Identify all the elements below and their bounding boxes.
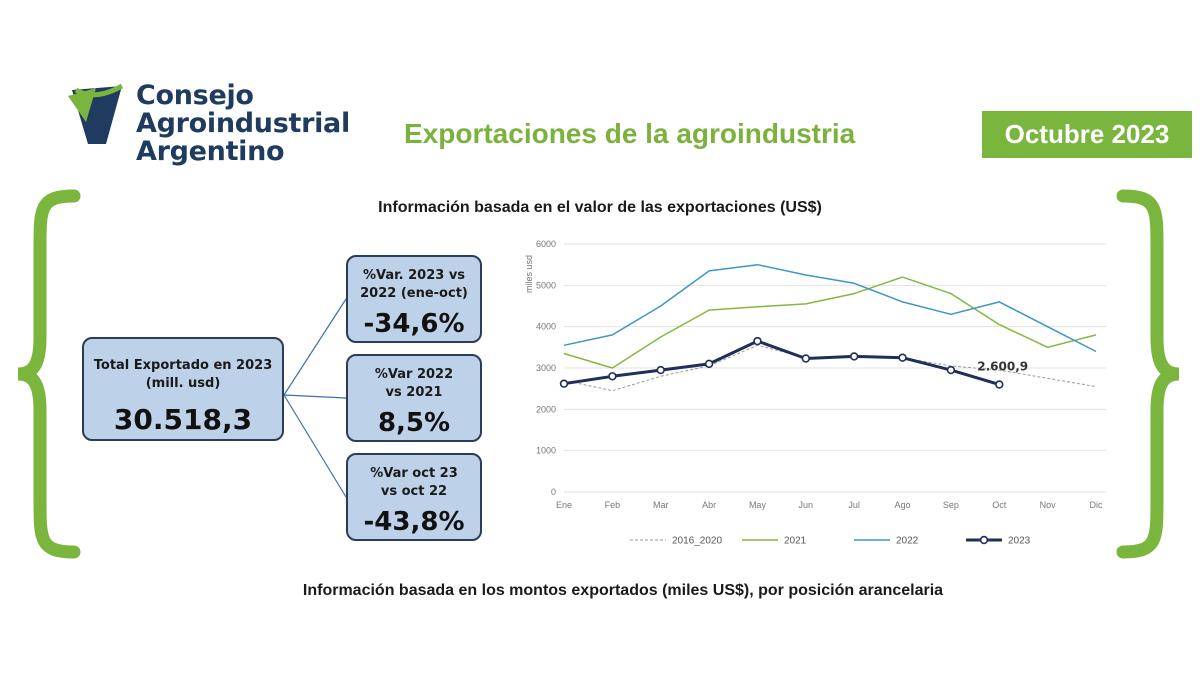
data-label-annotation: 2.600,9 [977,359,1028,373]
legend-label-2022: 2022 [896,536,919,547]
data-point-2023 [801,354,811,363]
legend-marker-2023 [979,535,989,545]
total-exported-box: Total Exportado en 2023 (mill. usd) 30.5… [82,337,284,441]
y-axis-label: miles usd [524,255,534,293]
logo-line-3: Argentino [136,136,285,167]
data-point-2023 [704,359,714,369]
total-exported-value: 30.518,3 [113,403,253,436]
date-badge: Octubre 2023 [982,111,1192,158]
x-tick-label: Sep [943,500,959,510]
chart-x-ticks: Ene Feb Mar Abr May Jun Jul Ago Sep Oct Nov Dic [556,500,1103,510]
y-tick-label: 1000 [536,446,556,456]
data-point-2023 [559,379,569,388]
data-point-2023 [656,365,665,375]
legend-label-2023: 2023 [1008,536,1031,547]
x-tick-label: Nov [1040,500,1057,510]
logo: Consejo Agroindustrial Argentino [66,80,356,170]
data-point-2023 [753,336,762,346]
series-line-2023 [563,339,1000,386]
x-tick-label: Ene [556,500,572,510]
total-exported-label: Total Exportado en 2023 (mill. usd) [93,358,273,391]
y-tick-label: 4000 [536,322,556,332]
left-brace-icon [17,189,81,559]
var-oct23-vs-oct22-value: -43,8% [363,507,465,537]
var-2022-vs-2021-label: %Var 2022 vs 2021 [374,367,454,400]
subtitle-top: Información basada en el valor de las ex… [378,199,822,216]
data-point-2023 [849,352,859,361]
y-tick-label: 6000 [536,239,556,249]
series-line-2022 [563,263,1097,353]
logo-text: Consejo Agroindustrial Argentino [136,82,350,166]
data-point-2023 [946,365,956,375]
y-tick-label: 0 [551,487,556,497]
chart-legend: 2016_2020 2021 2022 2023 [630,536,1031,547]
y-tick-label: 5000 [536,280,556,290]
right-brace-icon [1116,189,1180,559]
logo-line-1: Consejo [136,80,254,111]
x-tick-label: Oct [992,500,1007,510]
x-tick-label: May [749,500,767,510]
x-tick-label: Jun [799,500,814,510]
var-2022-vs-2021-box: %Var 2022 vs 2021 8,5% [346,354,482,442]
legend-label-2016_2020: 2016_2020 [672,536,722,547]
data-point-2023 [608,372,617,381]
logo-line-2: Agroindustrial [136,108,350,139]
subtitle-bottom: Información basada en los montos exporta… [302,582,944,599]
var-oct23-vs-oct22-box: %Var oct 23 vs oct 22 -43,8% [346,453,482,541]
x-tick-label: Feb [605,500,621,510]
x-tick-label: Abr [702,500,716,510]
y-tick-label: 3000 [536,363,556,373]
var-2022-vs-2021-value: 8,5% [377,408,451,438]
x-tick-label: Mar [653,500,669,510]
var-oct23-vs-oct22-label: %Var oct 23 vs oct 22 [370,466,458,499]
x-tick-label: Jul [848,500,860,510]
var-2023-vs-2022-box: %Var. 2023 vs 2022 (ene-oct) -34,6% [346,255,482,343]
page-title: Exportaciones de la agroindustria [404,118,856,149]
legend-label-2021: 2021 [784,536,807,547]
data-point-2023 [995,380,1004,389]
chart-series: 2.600,9 [559,263,1097,392]
y-tick-label: 2000 [536,404,556,414]
x-tick-label: Dic [1090,500,1103,510]
series-line-2021 [563,276,1097,369]
data-point-2023 [898,353,907,362]
var-2023-vs-2022-label: %Var. 2023 vs 2022 (ene-oct) [360,268,468,301]
var-2023-vs-2022-value: -34,6% [363,309,465,339]
x-tick-label: Ago [895,500,911,510]
logo-mark-icon [68,83,124,144]
